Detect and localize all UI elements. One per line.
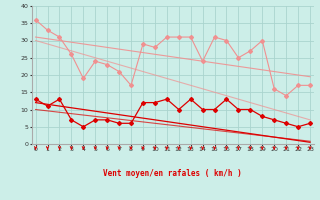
X-axis label: Vent moyen/en rafales ( km/h ): Vent moyen/en rafales ( km/h ): [103, 169, 242, 178]
